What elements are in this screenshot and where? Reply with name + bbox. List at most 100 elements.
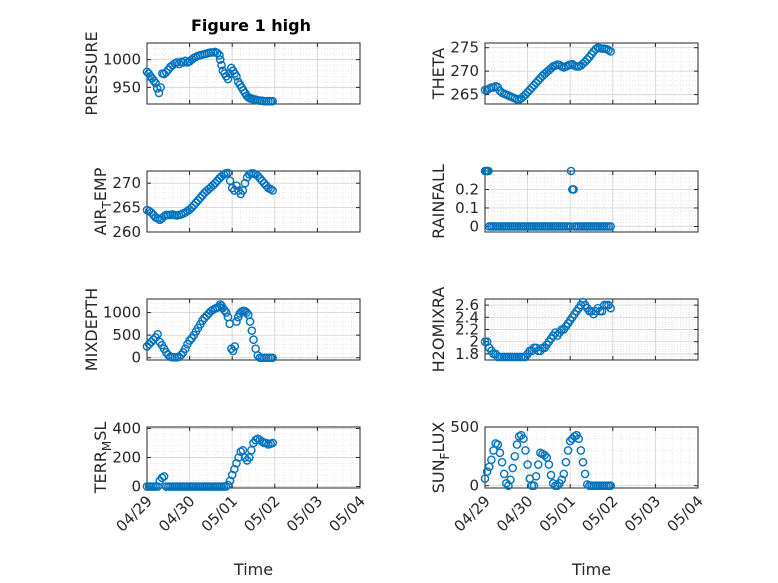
x-axis-label: Time (233, 560, 273, 579)
data-point (484, 166, 493, 176)
data-point (529, 481, 539, 490)
y-tick-label: 265 (450, 86, 479, 104)
data-point (487, 455, 496, 465)
data-point (236, 447, 246, 456)
figure-title: Figure 1 high (191, 16, 311, 35)
data-point (159, 69, 169, 79)
data-point (230, 342, 240, 351)
data-point (576, 446, 586, 455)
data-point (200, 313, 209, 323)
plot-area (485, 171, 698, 232)
y-tick-label: 270 (112, 174, 141, 192)
axes-box (146, 42, 361, 105)
data-point (221, 482, 231, 491)
data-point (257, 176, 267, 186)
data-point (606, 222, 615, 231)
data-point (255, 174, 265, 183)
y-axis-label: TERRMSL (91, 422, 114, 495)
data-point (245, 317, 255, 326)
data-point (198, 191, 207, 200)
data-point (227, 470, 237, 480)
y-tick-label: 1000 (103, 51, 141, 69)
y-axis-label: THETA (429, 48, 448, 100)
data-point (266, 184, 275, 194)
data-point (157, 473, 167, 483)
data-point (174, 352, 184, 362)
y-tick-label: 2.4 (455, 308, 479, 326)
data-point (268, 438, 277, 448)
data-point (268, 353, 277, 363)
subplot-h2omixra: 1.822.22.42.6 H2OMIXRA (429, 287, 699, 373)
data-point (232, 181, 241, 190)
data-point (153, 329, 162, 339)
data-point (142, 342, 152, 351)
data-point (548, 479, 558, 488)
y-tick-label: 0 (131, 478, 141, 496)
data-point (195, 193, 205, 203)
data-point (540, 450, 549, 460)
data-point (268, 186, 277, 195)
data-point (523, 87, 532, 97)
data-point (582, 55, 592, 64)
y-axis-label: RAINFALL (429, 164, 448, 239)
data-point (559, 469, 569, 479)
data-point (253, 171, 263, 181)
data-point (223, 74, 233, 84)
data-point (228, 346, 238, 356)
data-point (154, 88, 164, 98)
data-point (544, 460, 554, 469)
data-point (482, 467, 492, 476)
data-point (189, 200, 199, 210)
data-point (212, 176, 222, 186)
data-point (202, 311, 211, 321)
y-tick-label: 265 (112, 199, 141, 217)
data-point (185, 205, 194, 214)
data-point (606, 481, 615, 490)
data-point (580, 469, 590, 479)
y-axis-label: SUNFLUX (429, 422, 452, 494)
data-point (569, 185, 578, 194)
y-tick-label: 0 (131, 349, 141, 367)
plot-area (147, 43, 360, 104)
data-point (508, 463, 517, 473)
data-point (510, 452, 520, 461)
data-point (247, 326, 257, 335)
data-point (565, 222, 575, 231)
data-point (193, 195, 203, 205)
data-point (606, 303, 615, 313)
y-tick-label: 950 (112, 78, 141, 96)
data-point (223, 168, 233, 178)
data-point (220, 305, 229, 315)
data-point (223, 480, 233, 490)
data-point (215, 50, 224, 60)
data-point (242, 308, 251, 317)
y-tick-label: 260 (112, 223, 141, 241)
subplot-rainfall: 00.10.2 RAINFALL (429, 164, 699, 239)
data-point (489, 83, 498, 92)
data-point (499, 469, 509, 479)
data-point (234, 453, 243, 462)
y-axis-label: H2OMIXRA (429, 287, 448, 373)
y-tick-label: 0.2 (455, 180, 479, 198)
data-point (215, 55, 225, 64)
y-tick-label: 2 (469, 333, 479, 351)
data-point (506, 475, 515, 485)
x-axis-label: Time (571, 560, 611, 579)
y-tick-label: 270 (450, 62, 479, 80)
data-point (259, 178, 269, 188)
y-tick-label: 0.1 (455, 199, 479, 217)
data-point (553, 481, 562, 490)
data-point (232, 71, 241, 81)
data-point (527, 83, 537, 92)
y-tick-label: 400 (112, 419, 141, 437)
data-point (153, 482, 162, 491)
data-point (232, 459, 241, 468)
data-point (146, 208, 156, 217)
data-point (578, 457, 588, 467)
y-tick-label: 1.8 (455, 345, 479, 363)
data-point (531, 78, 541, 88)
